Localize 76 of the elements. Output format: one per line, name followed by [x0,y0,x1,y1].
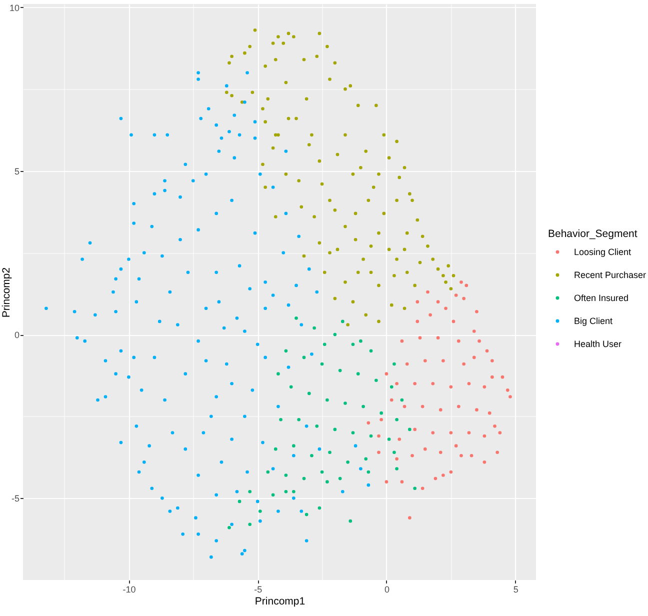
point [341,320,344,324]
point [284,490,288,494]
point [292,490,296,494]
x-tick-label: 5 [513,584,518,594]
point [279,418,282,422]
point [362,404,365,408]
point [307,392,311,396]
legend-label: Health User [574,339,622,349]
y-tick-label: 5 [14,166,20,176]
point [326,398,329,402]
point [292,444,296,448]
point [338,368,342,372]
point [274,447,278,451]
point [351,431,355,434]
point [248,522,252,526]
point [238,500,242,504]
point [359,339,362,343]
point [400,398,404,402]
y-tick-label: 10 [9,2,20,13]
point [346,460,350,464]
point [320,362,324,366]
x-axis-title: Princomp1 [254,596,306,608]
point [351,342,355,346]
point [310,454,314,458]
point [276,372,280,376]
legend-label: Big Client [574,316,614,326]
point [356,372,360,376]
point [297,418,300,422]
point [395,467,398,470]
point [408,428,412,432]
point [387,438,391,441]
point [284,474,288,477]
y-tick-label: -5 [11,494,20,504]
point [318,506,322,510]
y-tick-label: 0 [14,330,20,340]
y-axis-title: Princomp2 [0,267,12,318]
point [302,356,306,360]
point [333,428,337,432]
point [289,385,293,389]
legend-label: Often Insured [574,293,629,303]
point [392,450,396,454]
point [333,332,337,336]
x-tick-label: -10 [122,584,136,594]
point [322,342,326,346]
point [380,411,383,415]
point [266,470,270,474]
point [302,476,306,480]
point [366,470,370,474]
point [326,480,329,484]
point [392,362,396,366]
point [304,512,308,516]
point [248,490,252,494]
point [374,378,378,382]
legend-label: Loosing Client [574,247,632,257]
x-tick-label: -5 [254,584,262,594]
x-tick-label: 0 [384,584,390,594]
point [364,457,368,461]
legend-title: Behavior_Segment [548,228,638,240]
point [271,493,275,497]
point [312,326,316,330]
point [390,385,394,389]
legend-label: Recent Purchaser [574,270,646,280]
point [228,526,231,530]
point [294,316,298,320]
point [369,434,373,438]
point [258,510,262,513]
point [369,349,373,353]
point [413,486,416,490]
point [328,450,332,454]
point [284,349,288,353]
point [338,476,342,480]
point [344,402,347,405]
point [395,418,398,422]
point [348,519,352,523]
point [320,470,324,474]
point [315,424,319,428]
